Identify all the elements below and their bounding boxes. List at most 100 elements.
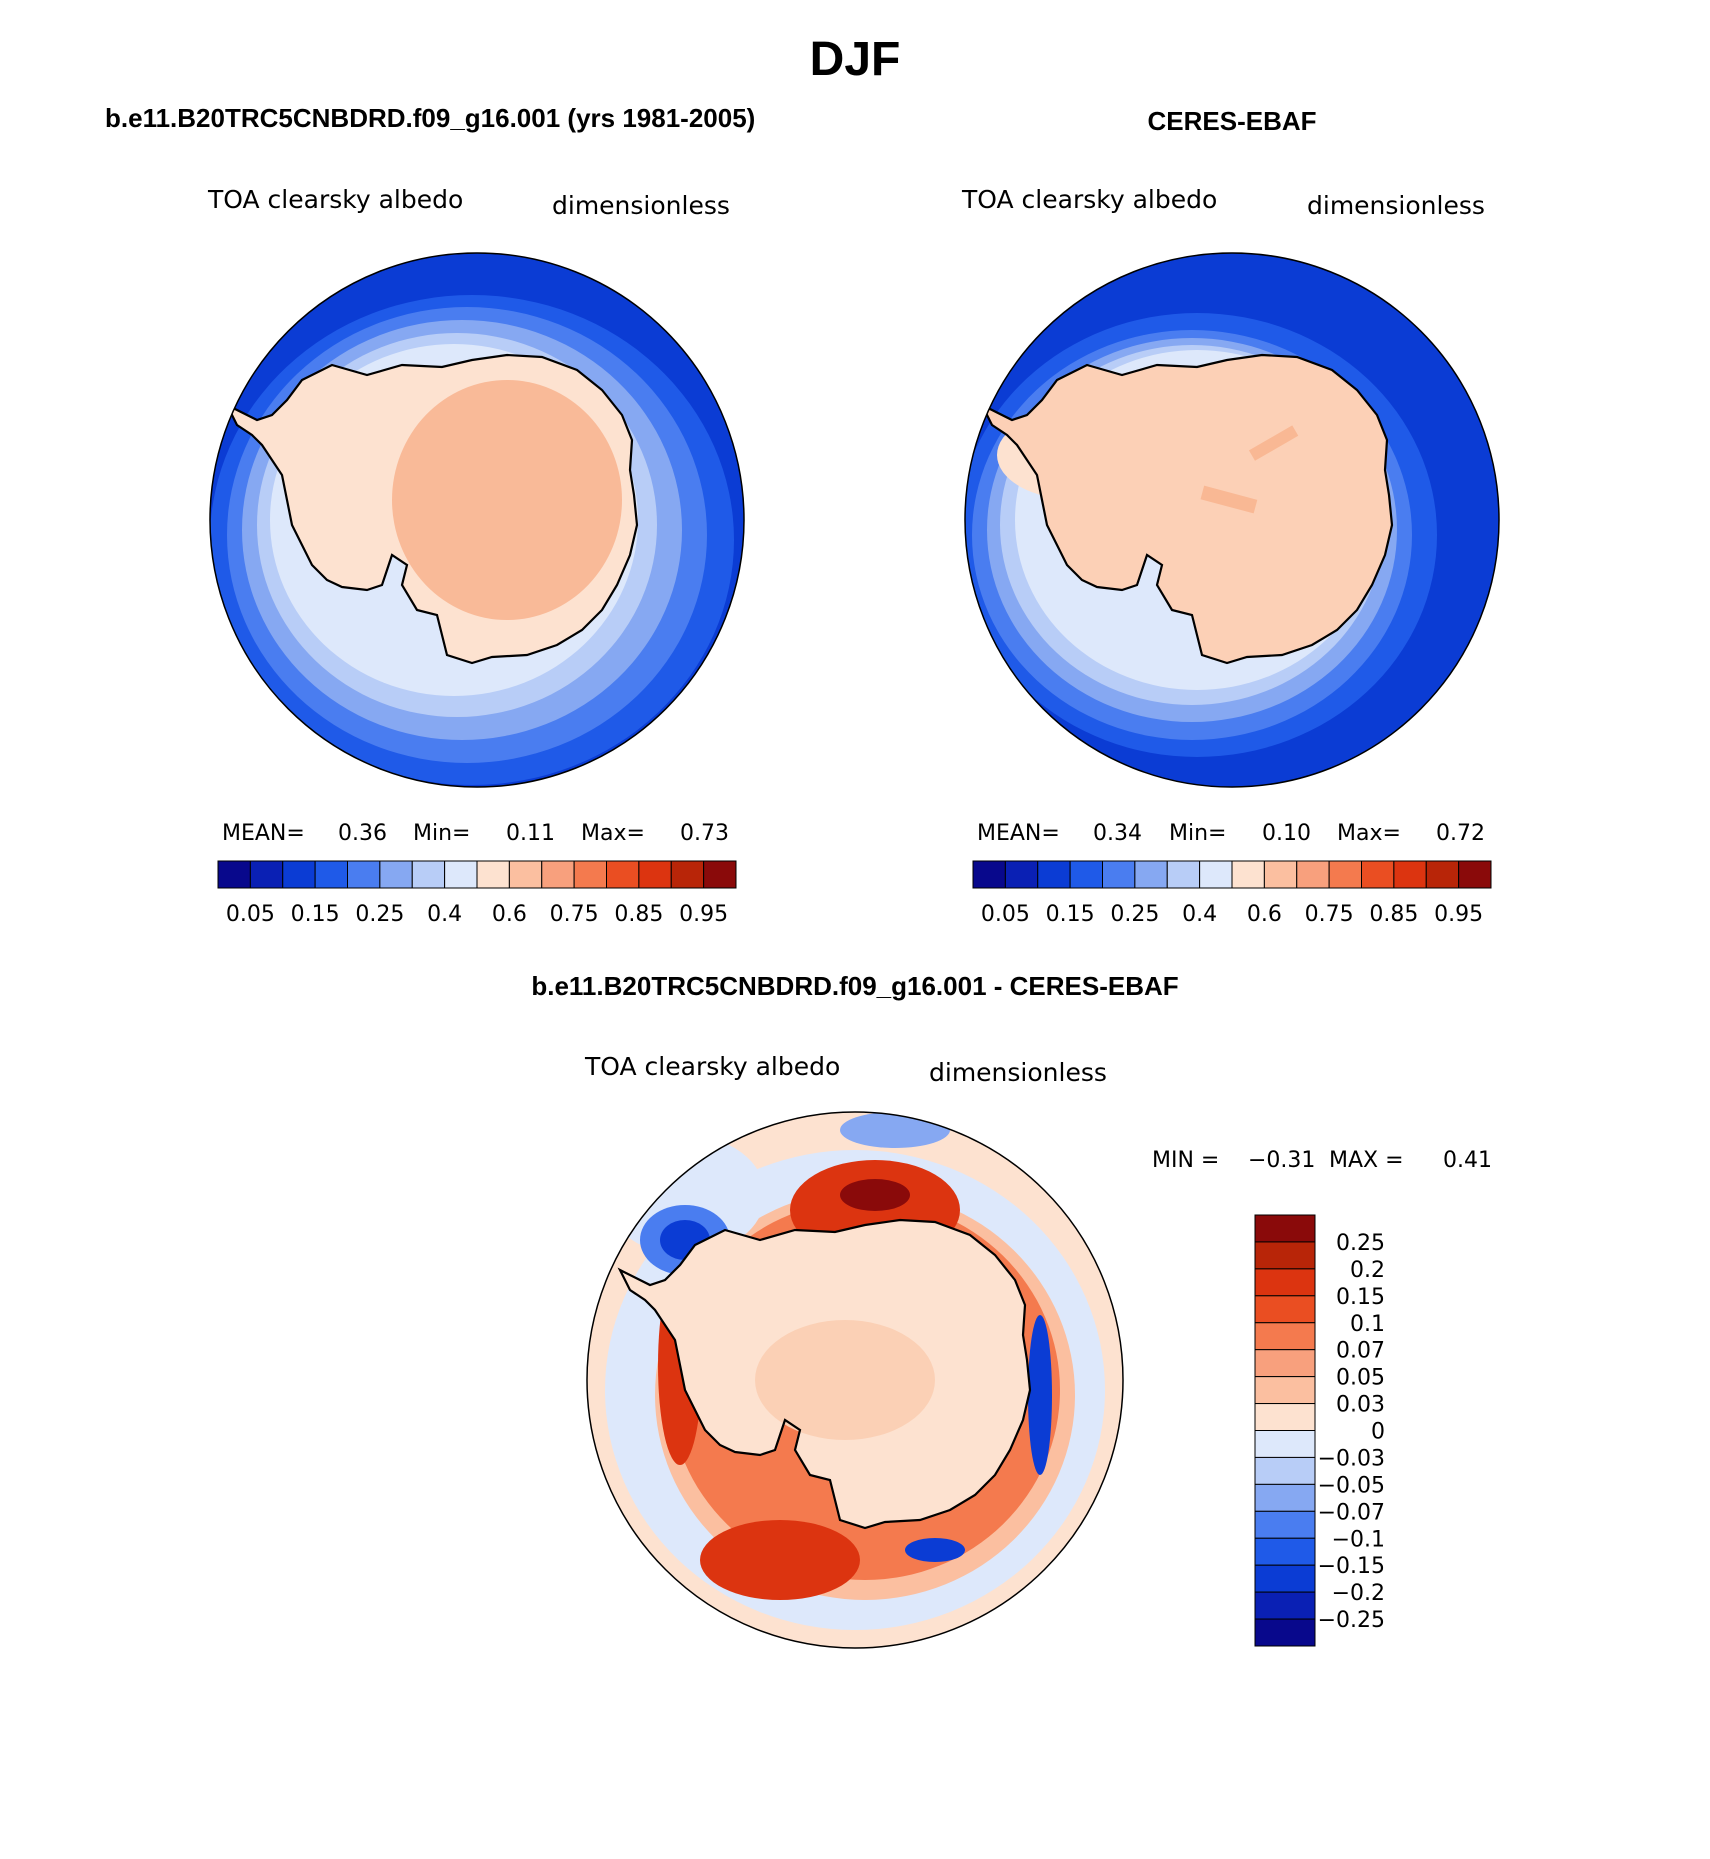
diff-min-value: −0.31 [1248, 1148, 1315, 1173]
model-max-label: Max= [581, 821, 645, 846]
diff-extremes: MIN = −0.31 MAX = 0.41 [1152, 1148, 1492, 1173]
obs-stats: MEAN= 0.34 Min= 0.10 Max= 0.72 [977, 821, 1485, 846]
obs-map-border [964, 252, 1500, 788]
colorbar-tick-label: 0.2 [1350, 1258, 1385, 1283]
model-variable-label: TOA clearsky albedo [207, 185, 463, 214]
colorbar-tick-label: 0.6 [1247, 902, 1282, 927]
colorbar-swatch [1296, 860, 1330, 889]
colorbar-tick-label: 0.75 [1305, 902, 1354, 927]
colorbar-tick-label: 0 [1371, 1420, 1385, 1445]
colorbar-swatch [1254, 1403, 1316, 1431]
colorbar-swatch [347, 860, 381, 889]
colorbar-tick-label: 0.07 [1336, 1339, 1385, 1364]
obs-max-value: 0.72 [1436, 821, 1485, 846]
colorbar-tick-label: 0.05 [981, 902, 1030, 927]
diff-map-border [586, 1111, 1124, 1649]
diff-polar-map [587, 1112, 1123, 1648]
colorbar-swatch [411, 860, 446, 889]
colorbar-tick-label: 0.05 [1336, 1366, 1385, 1391]
model-colorbar: 0.05 0.15 0.25 0.4 0.6 0.75 0.85 0.95 [217, 860, 737, 927]
colorbar-swatch [1328, 860, 1362, 889]
colorbar-swatch [1361, 860, 1395, 889]
colorbar-tick-label: −0.07 [1318, 1500, 1385, 1525]
colorbar-tick-label: 0.25 [1110, 902, 1159, 927]
colorbar-swatch [1254, 1564, 1316, 1593]
colorbar-swatch [1254, 1241, 1316, 1270]
colorbar-tick-label: 0.4 [427, 902, 462, 927]
colorbar-swatch [573, 860, 607, 889]
colorbar-tick-label: 0.03 [1336, 1393, 1385, 1418]
model-polar-map [210, 253, 744, 787]
colorbar-tick-label: 0.25 [355, 902, 404, 927]
colorbar-swatch [1263, 860, 1298, 889]
colorbar-swatch [1254, 1322, 1316, 1351]
colorbar-swatch [1166, 860, 1201, 889]
figure-title: DJF [810, 33, 901, 86]
obs-min-label: Min= [1169, 821, 1226, 846]
diff-min-label: MIN = [1152, 1148, 1219, 1173]
diff-max-value: 0.41 [1443, 1148, 1492, 1173]
diff-variable-label: TOA clearsky albedo [584, 1052, 840, 1081]
colorbar-tick-label: 0.15 [1046, 902, 1095, 927]
colorbar-tick-label: −0.2 [1332, 1581, 1385, 1606]
colorbar-swatch [670, 860, 705, 889]
colorbar-tick-label: 0.15 [291, 902, 340, 927]
colorbar-swatch [1254, 1591, 1316, 1620]
colorbar-tick-label: −0.25 [1318, 1608, 1385, 1633]
model-min-value: 0.11 [506, 821, 555, 846]
colorbar-swatch [1254, 1537, 1316, 1566]
colorbar-swatch [541, 860, 575, 889]
model-max-value: 0.73 [680, 821, 729, 846]
obs-panel-title: CERES-EBAF [1147, 106, 1316, 136]
colorbar-swatch [1134, 860, 1168, 889]
colorbar-swatch [606, 860, 640, 889]
colorbar-tick-label: −0.15 [1318, 1554, 1385, 1579]
colorbar-swatch [1069, 860, 1103, 889]
model-min-label: Min= [413, 821, 470, 846]
colorbar-swatch [1254, 1268, 1316, 1297]
colorbar-swatch [1037, 860, 1071, 889]
obs-variable-label: TOA clearsky albedo [961, 185, 1217, 214]
obs-min-value: 0.10 [1262, 821, 1311, 846]
model-mean-label: MEAN= [222, 821, 305, 846]
diff-colorbar: 0.250.20.150.10.070.050.030−0.03−0.05−0.… [1254, 1214, 1385, 1647]
colorbar-swatch [972, 860, 1006, 889]
colorbar-tick-label: −0.03 [1318, 1446, 1385, 1471]
model-panel: b.e11.B20TRC5CNBDRD.f09_g16.001 (yrs 198… [105, 103, 755, 927]
obs-units-label: dimensionless [1307, 191, 1485, 220]
colorbar-tick-label: 0.85 [1369, 902, 1418, 927]
obs-panel: CERES-EBAF TOA clearsky albedo dimension… [961, 106, 1500, 927]
colorbar-tick-label: 0.85 [614, 902, 663, 927]
colorbar-swatch [508, 860, 543, 889]
colorbar-swatch [217, 860, 251, 889]
colorbar-swatch [1393, 860, 1427, 889]
colorbar-swatch [314, 860, 348, 889]
colorbar-tick-label: −0.05 [1318, 1473, 1385, 1498]
colorbar-swatch [1102, 860, 1136, 889]
model-panel-title: b.e11.B20TRC5CNBDRD.f09_g16.001 (yrs 198… [105, 103, 755, 133]
colorbar-swatch [1254, 1483, 1316, 1512]
colorbar-tick-label: 0.95 [679, 902, 728, 927]
colorbar-swatch [1254, 1349, 1316, 1378]
obs-mean-value: 0.34 [1093, 821, 1142, 846]
colorbar-tick-label: 0.95 [1434, 902, 1483, 927]
colorbar-swatch [282, 860, 316, 889]
diff-panel: b.e11.B20TRC5CNBDRD.f09_g16.001 - CERES-… [531, 971, 1492, 1649]
colorbar-swatch [1231, 860, 1265, 889]
obs-colorbar: 0.05 0.15 0.25 0.4 0.6 0.75 0.85 0.95 [972, 860, 1492, 927]
colorbar-swatch [1254, 1376, 1316, 1405]
colorbar-swatch [249, 860, 284, 889]
colorbar-swatch [1199, 860, 1233, 889]
model-map-border [209, 252, 745, 788]
colorbar-tick-label: 0.1 [1350, 1312, 1385, 1337]
obs-mean-label: MEAN= [977, 821, 1060, 846]
diff-units-label: dimensionless [929, 1058, 1107, 1087]
obs-polar-map [965, 253, 1499, 787]
colorbar-tick-label: 0.15 [1336, 1285, 1385, 1310]
obs-max-label: Max= [1337, 821, 1401, 846]
colorbar-swatch [1458, 860, 1492, 889]
colorbar-tick-label: 0.4 [1182, 902, 1217, 927]
colorbar-tick-label: 0.75 [550, 902, 599, 927]
colorbar-swatch [444, 860, 478, 889]
